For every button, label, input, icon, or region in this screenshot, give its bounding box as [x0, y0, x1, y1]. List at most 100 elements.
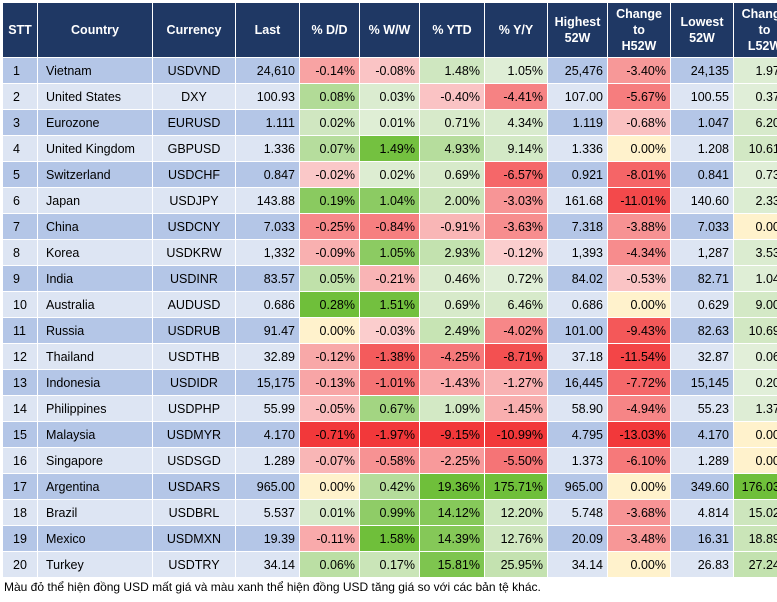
cell-currency: USDVND	[152, 57, 236, 84]
cell-last: 32.89	[235, 343, 300, 370]
cell-pct-ytd: 0.71%	[419, 109, 485, 136]
cell-stt: 8	[2, 239, 38, 266]
cell-currency: EURUSD	[152, 109, 236, 136]
cell-currency: AUDUSD	[152, 291, 236, 318]
cell-change-to-h52w: -3.68%	[607, 499, 671, 526]
cell-change-to-h52w: 0.00%	[607, 551, 671, 578]
cell-country: India	[37, 265, 153, 292]
cell-last: 100.93	[235, 83, 300, 110]
cell-stt: 12	[2, 343, 38, 370]
cell-change-to-h52w: -11.54%	[607, 343, 671, 370]
cell-lowest-52w: 1.047	[670, 109, 734, 136]
cell-highest-52w: 101.00	[547, 317, 608, 344]
table-row: 17 Argentina USDARS 965.00 0.00% 0.42% 19.36% 1…	[2, 473, 777, 500]
cell-country: Philippines	[37, 395, 153, 422]
cell-pct-ytd: 2.49%	[419, 317, 485, 344]
cell-change-to-h52w: -5.67%	[607, 83, 671, 110]
cell-currency: USDMXN	[152, 525, 236, 552]
cell-pct-ww: -1.97%	[359, 421, 420, 448]
header-pct-yy: % Y/Y	[484, 2, 548, 58]
cell-pct-ytd: -9.15%	[419, 421, 485, 448]
cell-change-to-h52w: -6.10%	[607, 447, 671, 474]
table-header-row: STT Country Currency Last% D/D% W/W% YTD% Y…	[2, 2, 777, 58]
table-row: 2 United States DXY 100.93 0.08% 0.03% -0.40% -…	[2, 83, 777, 110]
cell-pct-yy: -1.45%	[484, 395, 548, 422]
cell-pct-ytd: 14.39%	[419, 525, 485, 552]
cell-pct-yy: -4.41%	[484, 83, 548, 110]
cell-pct-dd: -0.71%	[299, 421, 360, 448]
cell-lowest-52w: 16.31	[670, 525, 734, 552]
cell-highest-52w: 1,393	[547, 239, 608, 266]
cell-country: Malaysia	[37, 421, 153, 448]
cell-last: 15,175	[235, 369, 300, 396]
cell-change-to-l52w: 1.97%	[733, 57, 777, 84]
cell-pct-yy: 12.76%	[484, 525, 548, 552]
cell-pct-dd: -0.25%	[299, 213, 360, 240]
cell-pct-dd: -0.11%	[299, 525, 360, 552]
cell-currency: USDJPY	[152, 187, 236, 214]
cell-currency: USDTRY	[152, 551, 236, 578]
cell-pct-yy: 4.34%	[484, 109, 548, 136]
cell-pct-ww: -1.38%	[359, 343, 420, 370]
cell-change-to-h52w: -3.88%	[607, 213, 671, 240]
cell-highest-52w: 25,476	[547, 57, 608, 84]
cell-stt: 2	[2, 83, 38, 110]
cell-highest-52w: 1.336	[547, 135, 608, 162]
cell-change-to-l52w: 0.00%	[733, 213, 777, 240]
cell-highest-52w: 37.18	[547, 343, 608, 370]
cell-last: 91.47	[235, 317, 300, 344]
cell-change-to-l52w: 0.06%	[733, 343, 777, 370]
cell-pct-dd: 0.01%	[299, 499, 360, 526]
cell-pct-ww: 0.03%	[359, 83, 420, 110]
table-row: 10 Australia AUDUSD 0.686 0.28% 1.51% 0.69% 6.4…	[2, 291, 777, 318]
cell-pct-dd: 0.02%	[299, 109, 360, 136]
cell-currency: USDPHP	[152, 395, 236, 422]
cell-pct-ww: 0.17%	[359, 551, 420, 578]
cell-country: Japan	[37, 187, 153, 214]
cell-last: 55.99	[235, 395, 300, 422]
table-row: 15 Malaysia USDMYR 4.170 -0.71% -1.97% -9.15% -…	[2, 421, 777, 448]
cell-change-to-h52w: -11.01%	[607, 187, 671, 214]
cell-change-to-l52w: 176.03%	[733, 473, 777, 500]
cell-lowest-52w: 0.629	[670, 291, 734, 318]
cell-lowest-52w: 26.83	[670, 551, 734, 578]
cell-pct-yy: -6.57%	[484, 161, 548, 188]
cell-change-to-h52w: -3.48%	[607, 525, 671, 552]
cell-pct-yy: 12.20%	[484, 499, 548, 526]
cell-pct-dd: 0.00%	[299, 473, 360, 500]
cell-last: 1,332	[235, 239, 300, 266]
cell-change-to-h52w: -9.43%	[607, 317, 671, 344]
table-row: 1 Vietnam USDVND 24,610 -0.14% -0.08% 1.48% 1.0…	[2, 57, 777, 84]
cell-pct-ww: 0.99%	[359, 499, 420, 526]
cell-stt: 14	[2, 395, 38, 422]
table-row: 5 Switzerland USDCHF 0.847 -0.02% 0.02% 0.69% -…	[2, 161, 777, 188]
cell-currency: USDMYR	[152, 421, 236, 448]
header-change-to-h52w: Change to H52W	[607, 2, 671, 58]
fx-table: STT Country Currency Last% D/D% W/W% YTD% Y…	[2, 2, 777, 578]
cell-change-to-l52w: 0.00%	[733, 421, 777, 448]
cell-last: 1.289	[235, 447, 300, 474]
cell-change-to-l52w: 0.73%	[733, 161, 777, 188]
cell-change-to-l52w: 18.89%	[733, 525, 777, 552]
header-pct-ww: % W/W	[359, 2, 420, 58]
cell-change-to-l52w: 10.61%	[733, 135, 777, 162]
cell-pct-ytd: 0.69%	[419, 291, 485, 318]
cell-pct-ytd: -2.25%	[419, 447, 485, 474]
header-last: Last	[235, 2, 300, 58]
cell-lowest-52w: 4.814	[670, 499, 734, 526]
cell-change-to-l52w: 2.33%	[733, 187, 777, 214]
cell-pct-dd: -0.13%	[299, 369, 360, 396]
cell-pct-ytd: 15.81%	[419, 551, 485, 578]
cell-country: United Kingdom	[37, 135, 153, 162]
cell-stt: 9	[2, 265, 38, 292]
cell-highest-52w: 5.748	[547, 499, 608, 526]
cell-change-to-l52w: 6.20%	[733, 109, 777, 136]
cell-lowest-52w: 1,287	[670, 239, 734, 266]
cell-pct-yy: -1.27%	[484, 369, 548, 396]
cell-pct-yy: -0.12%	[484, 239, 548, 266]
cell-country: China	[37, 213, 153, 240]
cell-pct-ww: -0.21%	[359, 265, 420, 292]
cell-highest-52w: 107.00	[547, 83, 608, 110]
cell-pct-dd: 0.28%	[299, 291, 360, 318]
